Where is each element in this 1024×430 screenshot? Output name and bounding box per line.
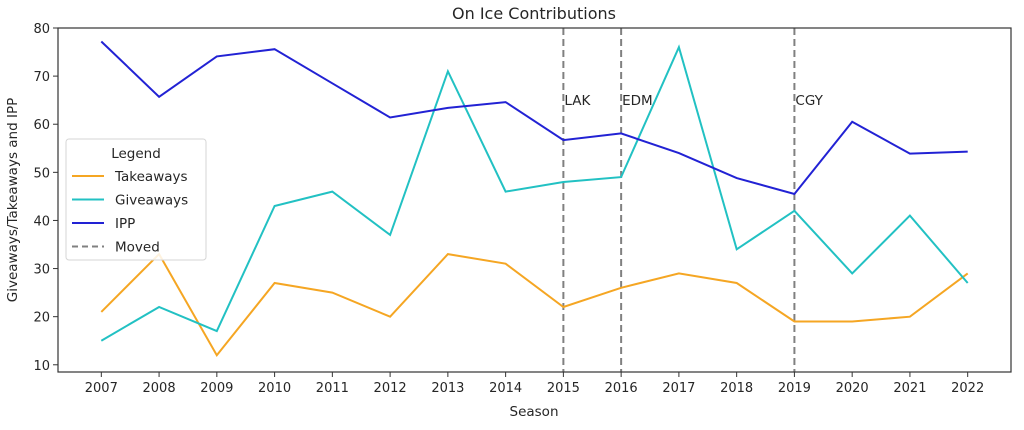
y-tick-label: 30 — [33, 263, 50, 278]
team-annotation-edm: EDM — [622, 93, 653, 109]
x-tick-label: 2009 — [200, 381, 233, 396]
x-tick-label: 2012 — [374, 381, 407, 396]
x-tick-label: 2017 — [662, 381, 695, 396]
x-axis: 2007 2008 2009 2010 2011 2012 2013 2014 2015 2016… — [85, 372, 984, 396]
legend-label: Moved — [115, 240, 160, 256]
series-line-giveaways — [100, 44, 969, 342]
x-tick-label: 2022 — [951, 381, 984, 396]
legend: Legend Takeaways Giveaways IPP Moved — [65, 138, 207, 261]
legend-item-ipp: IPP — [72, 216, 135, 232]
y-tick-label: 80 — [33, 22, 50, 37]
x-tick-label: 2020 — [836, 381, 869, 396]
y-tick-label: 50 — [33, 166, 50, 181]
legend-item-takeaways: Takeaways — [72, 169, 188, 185]
series-line-takeaways — [100, 252, 969, 357]
x-tick-label: 2019 — [778, 381, 811, 396]
y-tick-label: 60 — [33, 118, 50, 133]
y-axis: 10 20 30 40 50 60 70 80 — [33, 22, 58, 374]
legend-box — [65, 138, 207, 261]
x-tick-label: 2016 — [605, 381, 638, 396]
x-tick-label: 2008 — [143, 381, 176, 396]
legend-label: IPP — [115, 216, 135, 232]
y-tick-label: 20 — [33, 311, 50, 326]
x-tick-label: 2015 — [547, 381, 580, 396]
legend-item-moved: Moved — [72, 240, 160, 256]
x-tick-label: 2018 — [720, 381, 753, 396]
chart-title: On Ice Contributions — [452, 4, 616, 23]
axes-frame — [57, 27, 1012, 373]
x-axis-title: Season — [510, 404, 559, 420]
legend-item-giveaways: Giveaways — [72, 193, 188, 209]
y-tick-label: 40 — [33, 214, 50, 229]
x-tick-label: 2014 — [489, 381, 522, 396]
team-annotation-lak: LAK — [564, 93, 591, 109]
x-tick-label: 2010 — [258, 381, 291, 396]
x-tick-label: 2007 — [85, 381, 118, 396]
y-axis-title: Giveaways/Takeaways and IPP — [5, 98, 21, 302]
legend-label: Takeaways — [114, 169, 188, 185]
x-tick-label: 2021 — [893, 381, 926, 396]
legend-label: Giveaways — [115, 193, 188, 209]
plot-area: LAK EDM CGY — [100, 28, 969, 372]
y-tick-label: 10 — [33, 359, 50, 374]
x-tick-label: 2013 — [431, 381, 464, 396]
series-line-ipp — [100, 40, 968, 196]
y-tick-label: 70 — [33, 70, 50, 85]
team-annotation-cgy: CGY — [795, 93, 823, 109]
legend-title: Legend — [111, 146, 161, 162]
x-tick-label: 2011 — [316, 381, 349, 396]
